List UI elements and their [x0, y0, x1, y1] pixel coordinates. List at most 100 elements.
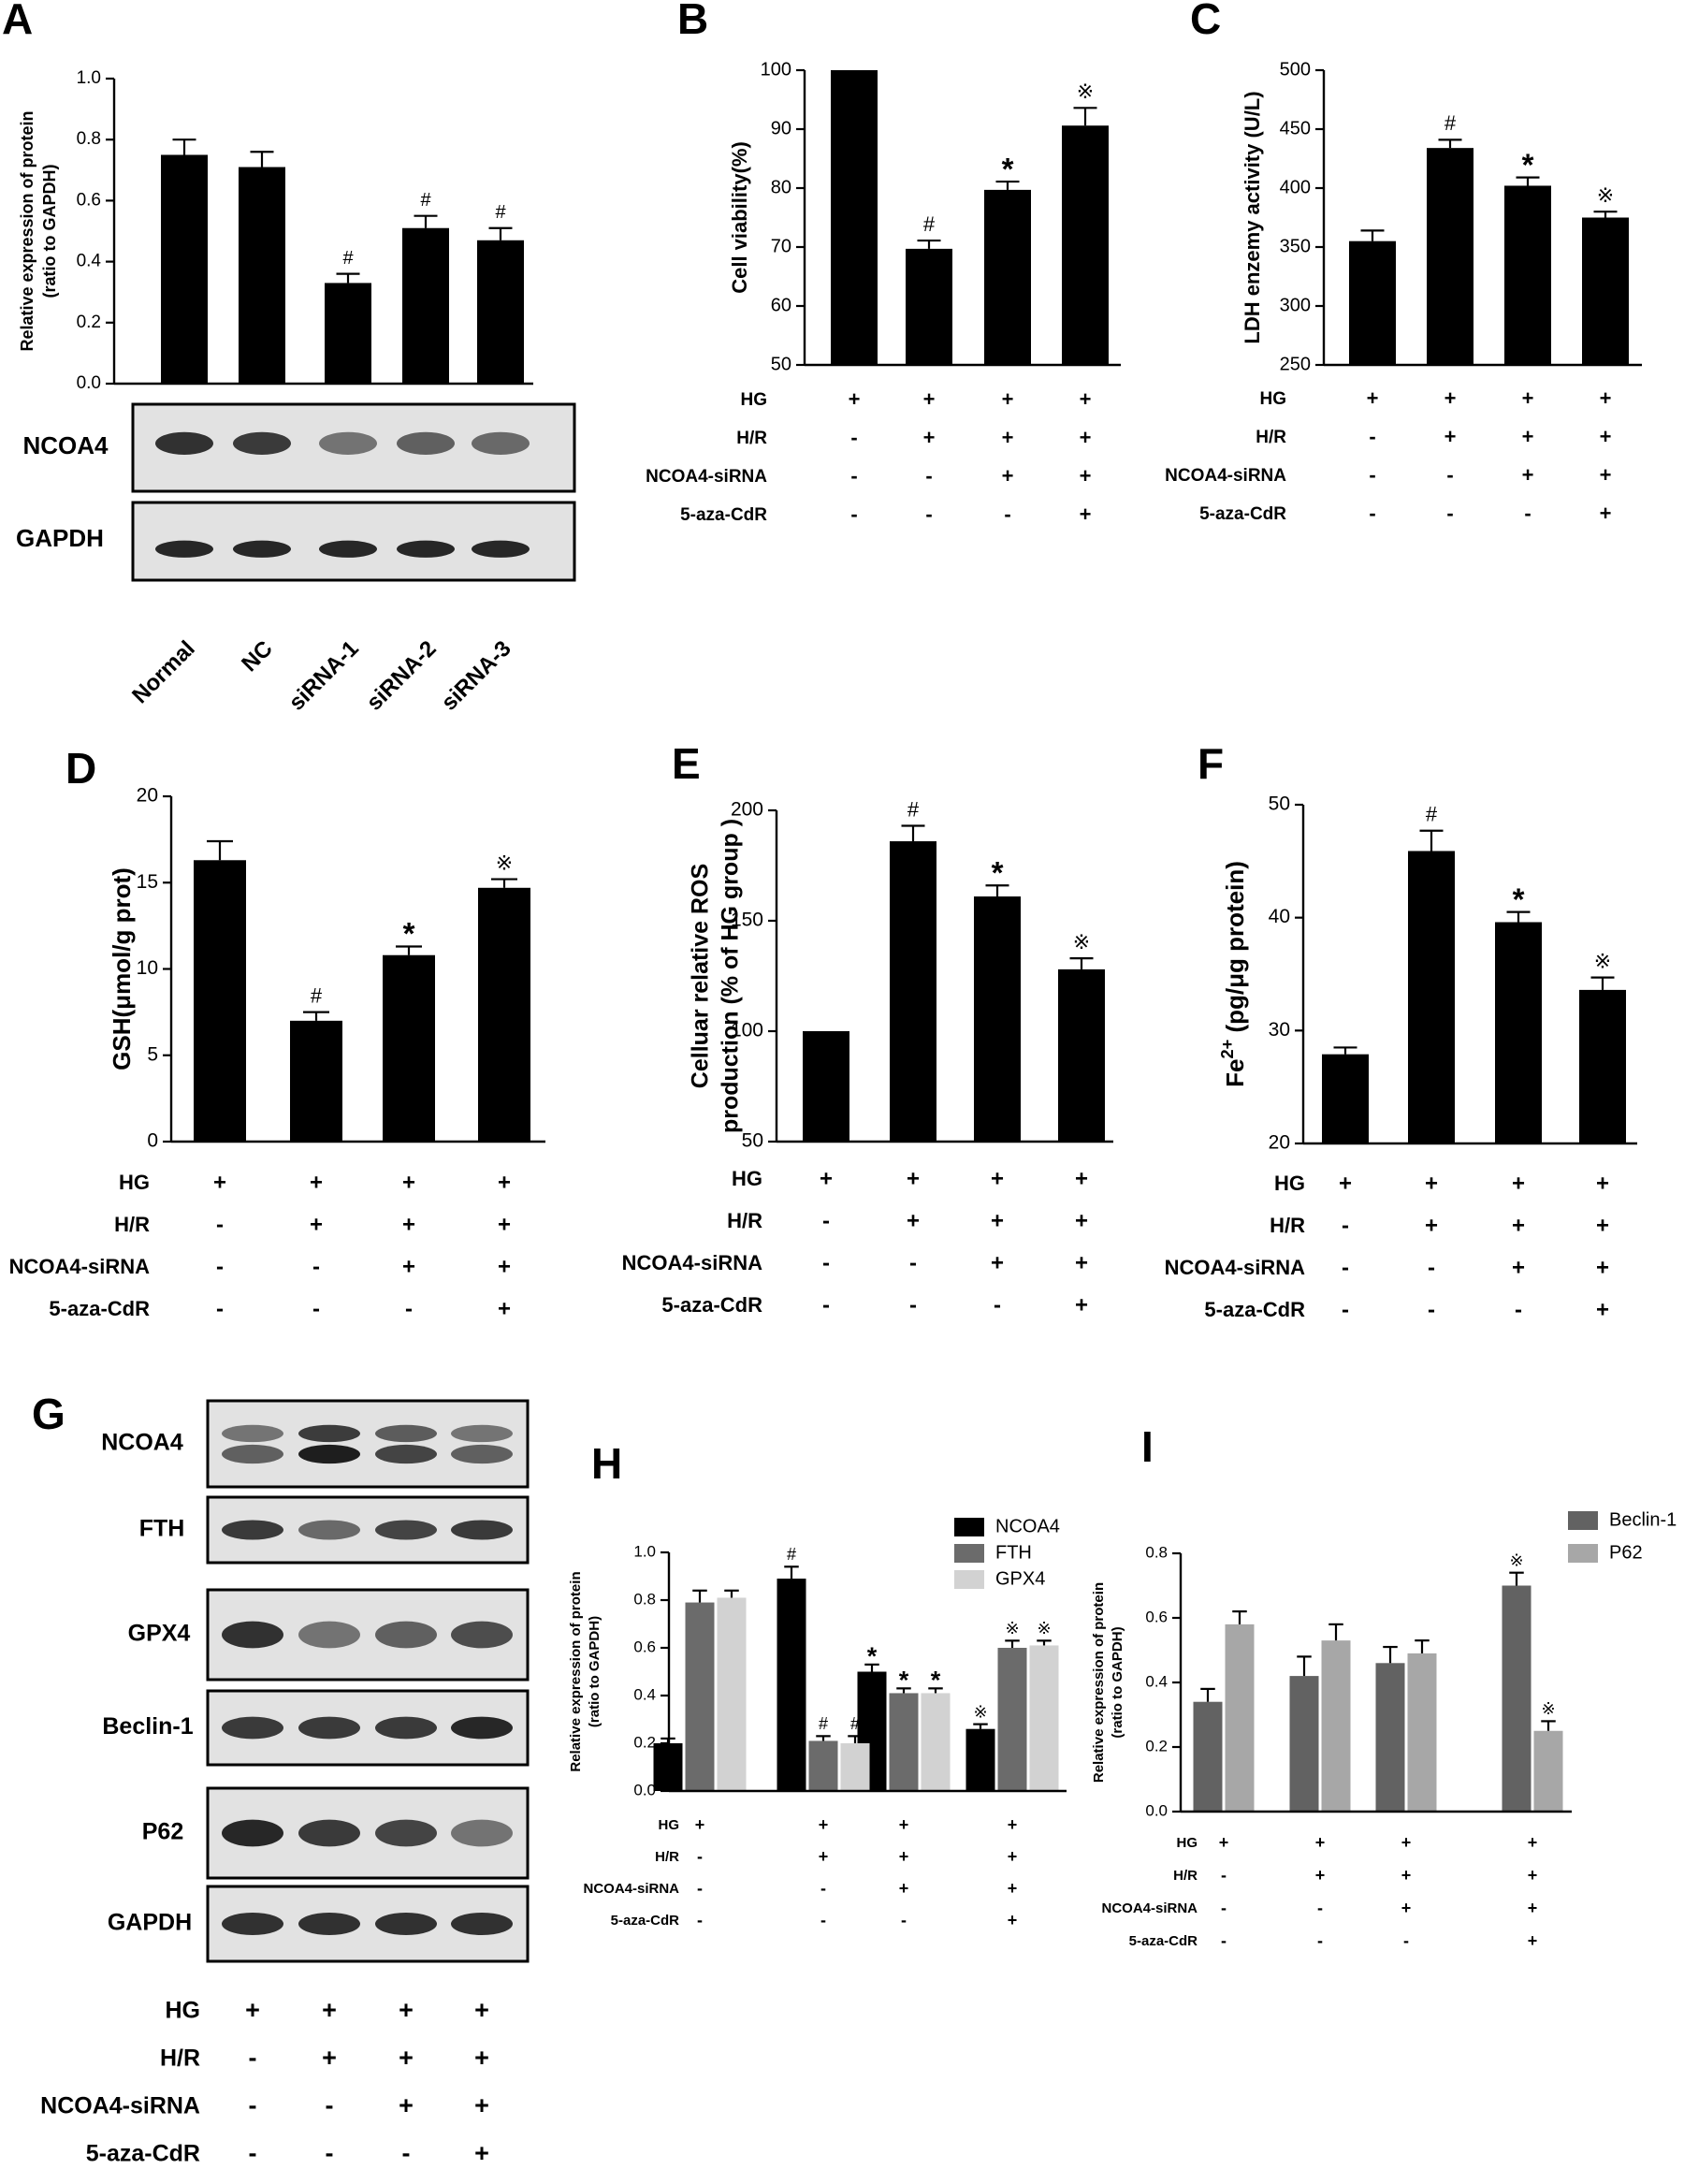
- condition-mark: +: [399, 1996, 414, 2024]
- y-tick-label: 400: [1280, 177, 1311, 197]
- protein-band: [397, 540, 455, 558]
- blot-p62: [206, 1786, 530, 1880]
- condition-label: NCOA4-siRNA: [622, 1251, 762, 1274]
- y-tick-label: 0: [147, 1130, 158, 1152]
- protein-band: [298, 1424, 360, 1443]
- y-tick-label: 10: [137, 957, 158, 979]
- panel-letter-B: B: [677, 0, 708, 43]
- condition-mark: +: [1315, 1833, 1326, 1852]
- condition-mark: +: [991, 1208, 1004, 1233]
- bar: [1193, 1701, 1223, 1812]
- blot-fth: [206, 1495, 530, 1565]
- condition-label: H/R: [736, 429, 767, 448]
- significance-mark: *: [867, 1642, 878, 1670]
- condition-mark: -: [1221, 1866, 1227, 1885]
- condition-label: H/R: [655, 1849, 679, 1865]
- bar: [906, 248, 952, 365]
- bar: [1407, 1653, 1437, 1812]
- y-tick-label: 0.2: [1145, 1737, 1168, 1754]
- legend-swatch: [954, 1544, 984, 1563]
- bar: [974, 896, 1021, 1142]
- bar: [290, 1020, 342, 1142]
- y-tick-label: 15: [137, 871, 158, 893]
- significance-mark: ※: [496, 851, 513, 874]
- condition-mark: +: [474, 2044, 489, 2072]
- condition-mark: -: [1428, 1255, 1435, 1280]
- y-tick-label: 0.8: [1145, 1543, 1168, 1561]
- gapdh-blot: [131, 501, 576, 582]
- protein-band: [155, 540, 213, 558]
- condition-mark: -: [850, 426, 857, 449]
- y-tick-label: 50: [1269, 794, 1290, 815]
- protein-band: [222, 1520, 283, 1540]
- protein-band: [451, 1819, 513, 1847]
- condition-label: NCOA4-siRNA: [40, 2093, 200, 2119]
- condition-label: HG: [732, 1167, 762, 1190]
- y-tick-label: 0.2: [633, 1733, 656, 1751]
- condition-mark: +: [1080, 426, 1092, 449]
- protein-band: [451, 1424, 513, 1443]
- condition-mark: +: [213, 1170, 226, 1195]
- bar: [1582, 217, 1629, 365]
- condition-mark: +: [1315, 1866, 1326, 1885]
- condition-mark: +: [1080, 502, 1092, 526]
- protein-band: [298, 1913, 360, 1935]
- y-tick-label: 0.4: [633, 1685, 656, 1703]
- condition-mark: +: [1528, 1833, 1538, 1852]
- condition-mark: -: [402, 2139, 411, 2167]
- protein-band: [375, 1913, 437, 1935]
- blot-label: GPX4: [128, 1621, 191, 1647]
- condition-mark: -: [326, 2139, 334, 2167]
- y-axis-label-line: (ratio to GAPDH): [40, 165, 59, 298]
- y-tick-label: 90: [771, 118, 791, 138]
- significance-mark: *: [1522, 147, 1534, 182]
- condition-label: H/R: [1173, 1868, 1198, 1884]
- protein-band: [233, 431, 291, 455]
- condition-mark: -: [216, 1254, 224, 1279]
- condition-mark: +: [1444, 425, 1457, 448]
- condition-label: HG: [1260, 389, 1287, 409]
- condition-mark: -: [312, 1254, 320, 1279]
- significance-mark: #: [420, 190, 431, 211]
- condition-mark: +: [474, 2091, 489, 2119]
- condition-label: 5-aza-CdR: [611, 1913, 680, 1929]
- bar: [325, 283, 371, 384]
- condition-mark: +: [1219, 1833, 1229, 1852]
- y-axis-label-line: (ratio to GAPDH): [1110, 1626, 1125, 1738]
- significance-mark: #: [850, 1714, 860, 1733]
- condition-mark: -: [312, 1296, 320, 1321]
- y-tick-label: 150: [731, 910, 763, 931]
- panel-C-chart: 250 300 350 400 450 500 LDH enzemy activity (U…: [1165, 59, 1629, 525]
- panel-E-chart: 50 100 150 200 Celluar relative ROS productio…: [622, 797, 1105, 1318]
- significance-mark: ※: [1077, 80, 1094, 103]
- condition-mark: -: [994, 1292, 1001, 1318]
- condition-mark: -: [850, 464, 857, 488]
- condition-mark: -: [901, 1911, 907, 1929]
- bar: [239, 167, 285, 384]
- significance-mark: ※: [973, 1702, 987, 1721]
- panel-D-chart: 0 5 10 15 20 GSH(μmol/g prot) # * ※ HG + + + + H/R - + + +…: [9, 785, 530, 1321]
- blot-ncoa4: [206, 1399, 530, 1489]
- significance-mark: ※: [1597, 183, 1614, 207]
- bar: [1058, 968, 1105, 1142]
- y-axis-label-part: (pg/μg protein): [1221, 861, 1249, 1040]
- significance-mark: ※: [1073, 930, 1090, 954]
- blot-gapdh: [206, 1885, 530, 1963]
- condition-mark: +: [1008, 1847, 1018, 1866]
- protein-band: [222, 1913, 283, 1935]
- condition-mark: +: [1339, 1171, 1352, 1196]
- legend-swatch: [1568, 1544, 1598, 1563]
- condition-mark: +: [322, 2044, 337, 2072]
- protein-band: [222, 1716, 283, 1740]
- panel-H-chart: 0.0 0.2 0.4 0.6 0.8 1.0 Relative expression of…: [568, 1516, 1060, 1929]
- condition-mark: +: [1512, 1171, 1525, 1196]
- y-axis-label-line: Celluar relative ROS: [688, 864, 714, 1088]
- y-tick-label: 60: [771, 295, 791, 315]
- condition-mark: +: [1401, 1833, 1412, 1852]
- y-tick-label: 0.4: [77, 252, 102, 271]
- condition-mark: -: [216, 1212, 224, 1237]
- condition-label: NCOA4-siRNA: [1165, 1256, 1305, 1279]
- condition-mark: +: [1596, 1171, 1609, 1196]
- bar: [1062, 125, 1109, 365]
- condition-mark: -: [216, 1296, 224, 1321]
